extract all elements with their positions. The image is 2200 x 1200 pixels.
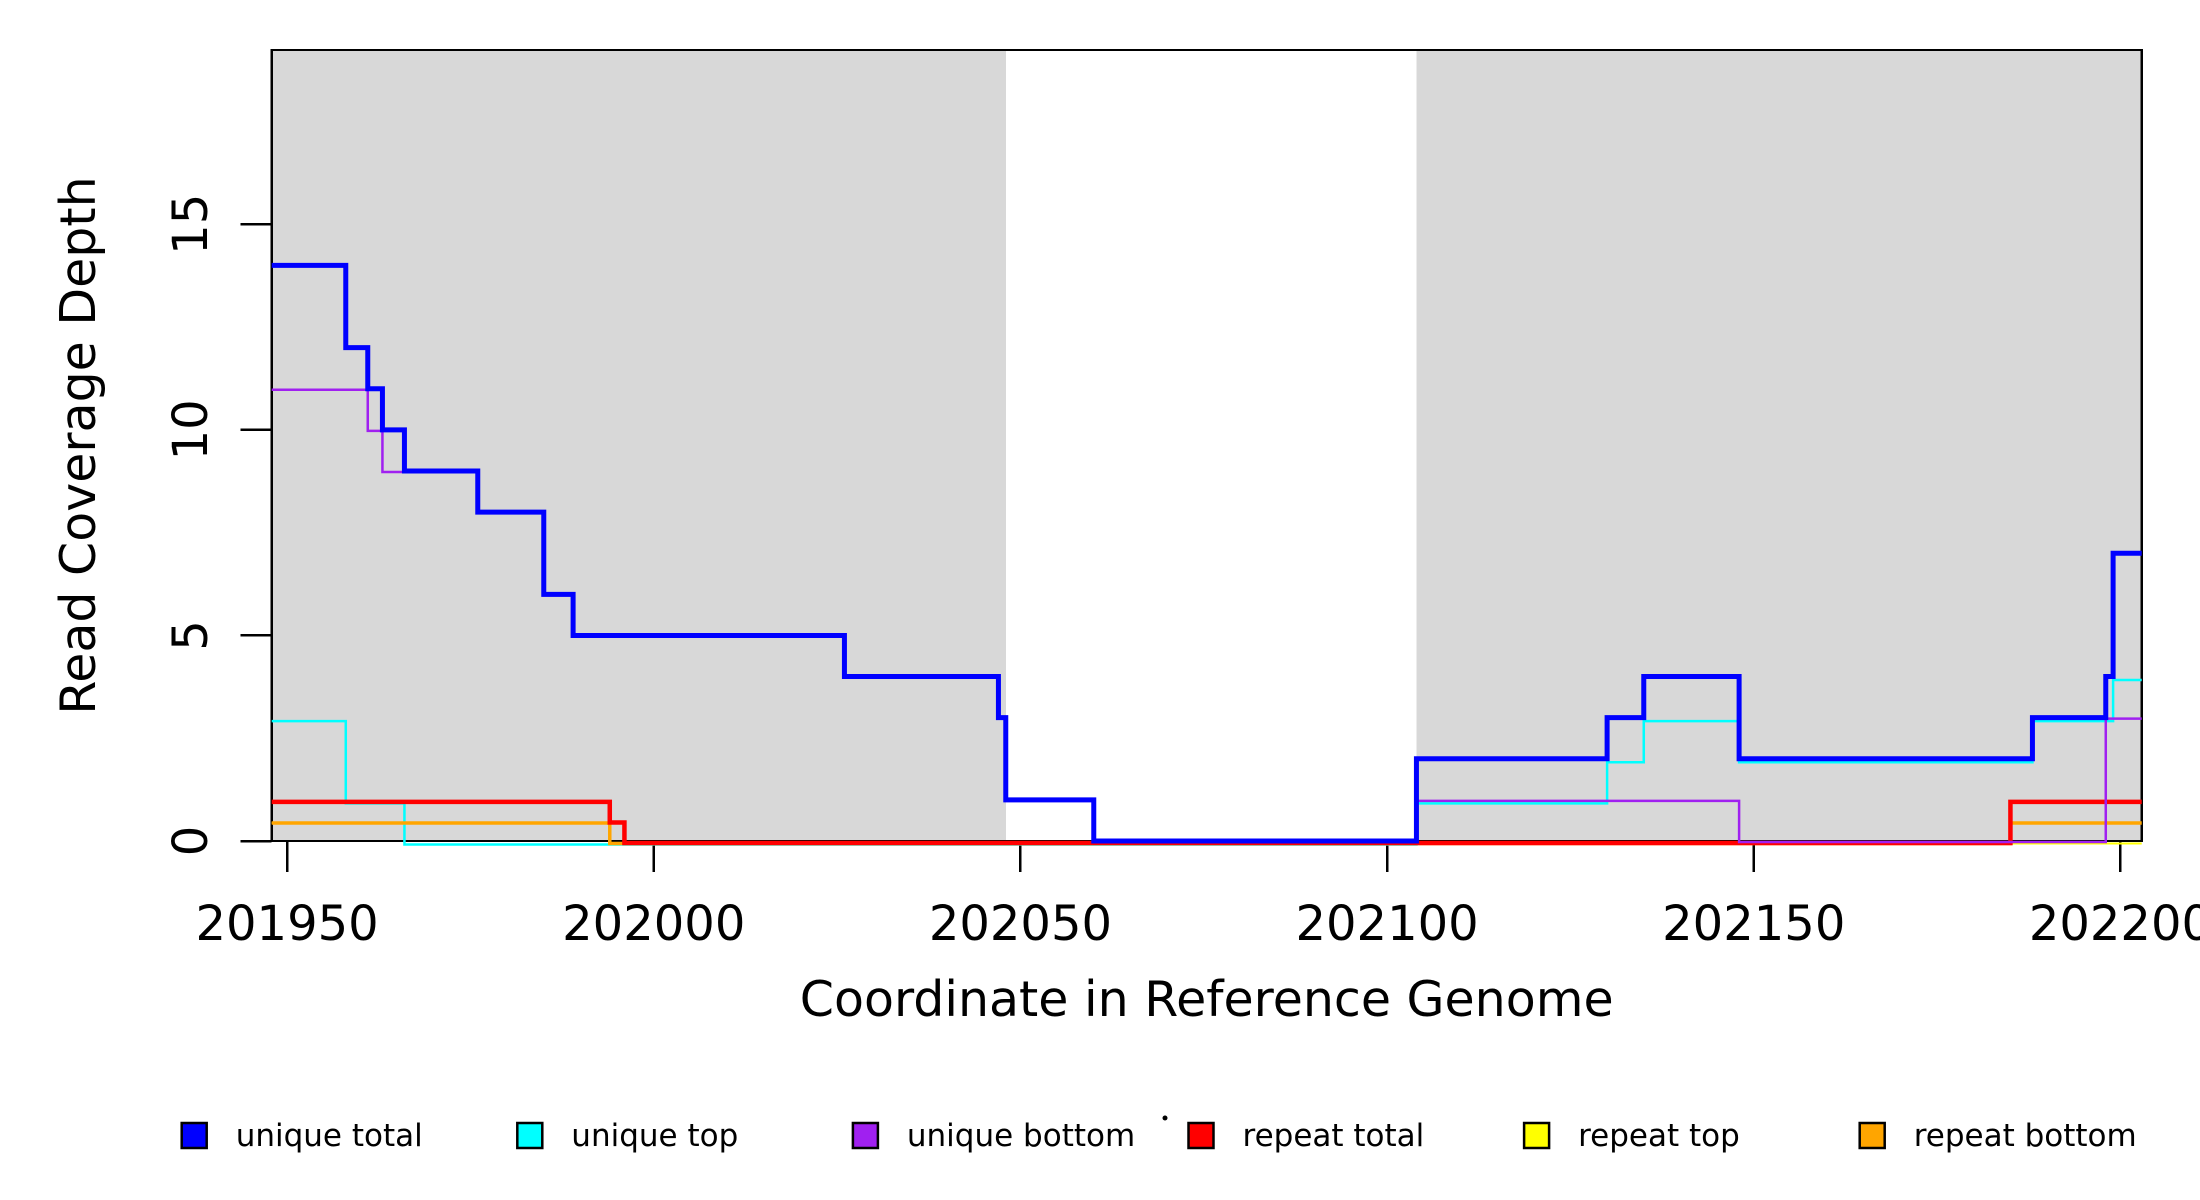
legend-label-unique-top: unique top (571, 1118, 738, 1154)
x-tick-label: 201950 (195, 896, 378, 952)
x-tick-label: 202100 (1295, 896, 1478, 952)
x-axis-title: Coordinate in Reference Genome (800, 971, 1614, 1028)
y-tick-label: 0 (163, 826, 219, 857)
y-tick-label: 10 (163, 399, 219, 460)
shaded-region (271, 50, 1006, 841)
x-tick-label: 202200 (2029, 896, 2200, 952)
series-unique-total (271, 262, 2142, 844)
legend-label-unique-bottom: unique bottom (907, 1118, 1135, 1154)
legend-swatch-unique-top (516, 1121, 544, 1150)
legend-swatch-repeat-bottom (1858, 1121, 1886, 1150)
legend-swatch-repeat-top (1522, 1121, 1551, 1150)
legend-item-unique-bottom: unique bottom (851, 1118, 1135, 1154)
legend-item-repeat-top: repeat top (1522, 1118, 1740, 1154)
legend-label-repeat-top: repeat top (1578, 1118, 1740, 1154)
legend-item-unique-top: unique top (516, 1118, 738, 1154)
legend-swatch-repeat-total (1187, 1121, 1215, 1150)
legend-swatch-unique-bottom (851, 1121, 880, 1150)
y-tick-label: 5 (163, 620, 219, 651)
x-tick-label: 202050 (929, 896, 1112, 952)
shaded-region (1416, 50, 2142, 841)
series-repeat-total (271, 799, 2142, 846)
legend-label-repeat-bottom: repeat bottom (1914, 1118, 2137, 1154)
x-tick-label: 202000 (562, 896, 745, 952)
y-axis-title: Read Coverage Depth (50, 176, 107, 714)
legend-swatch-unique-total (180, 1121, 208, 1150)
legend-item-repeat-total: repeat total (1187, 1118, 1425, 1154)
x-tick-label: 202150 (1662, 896, 1845, 952)
legend-label-unique-total: unique total (236, 1118, 423, 1154)
legend-label-repeat-total: repeat total (1243, 1118, 1425, 1154)
legend-item-unique-total: unique total (180, 1118, 423, 1154)
legend-item-repeat-bottom: repeat bottom (1858, 1118, 2137, 1154)
y-tick-label: 15 (163, 194, 219, 255)
stray-dot-mark (1162, 1115, 1168, 1121)
